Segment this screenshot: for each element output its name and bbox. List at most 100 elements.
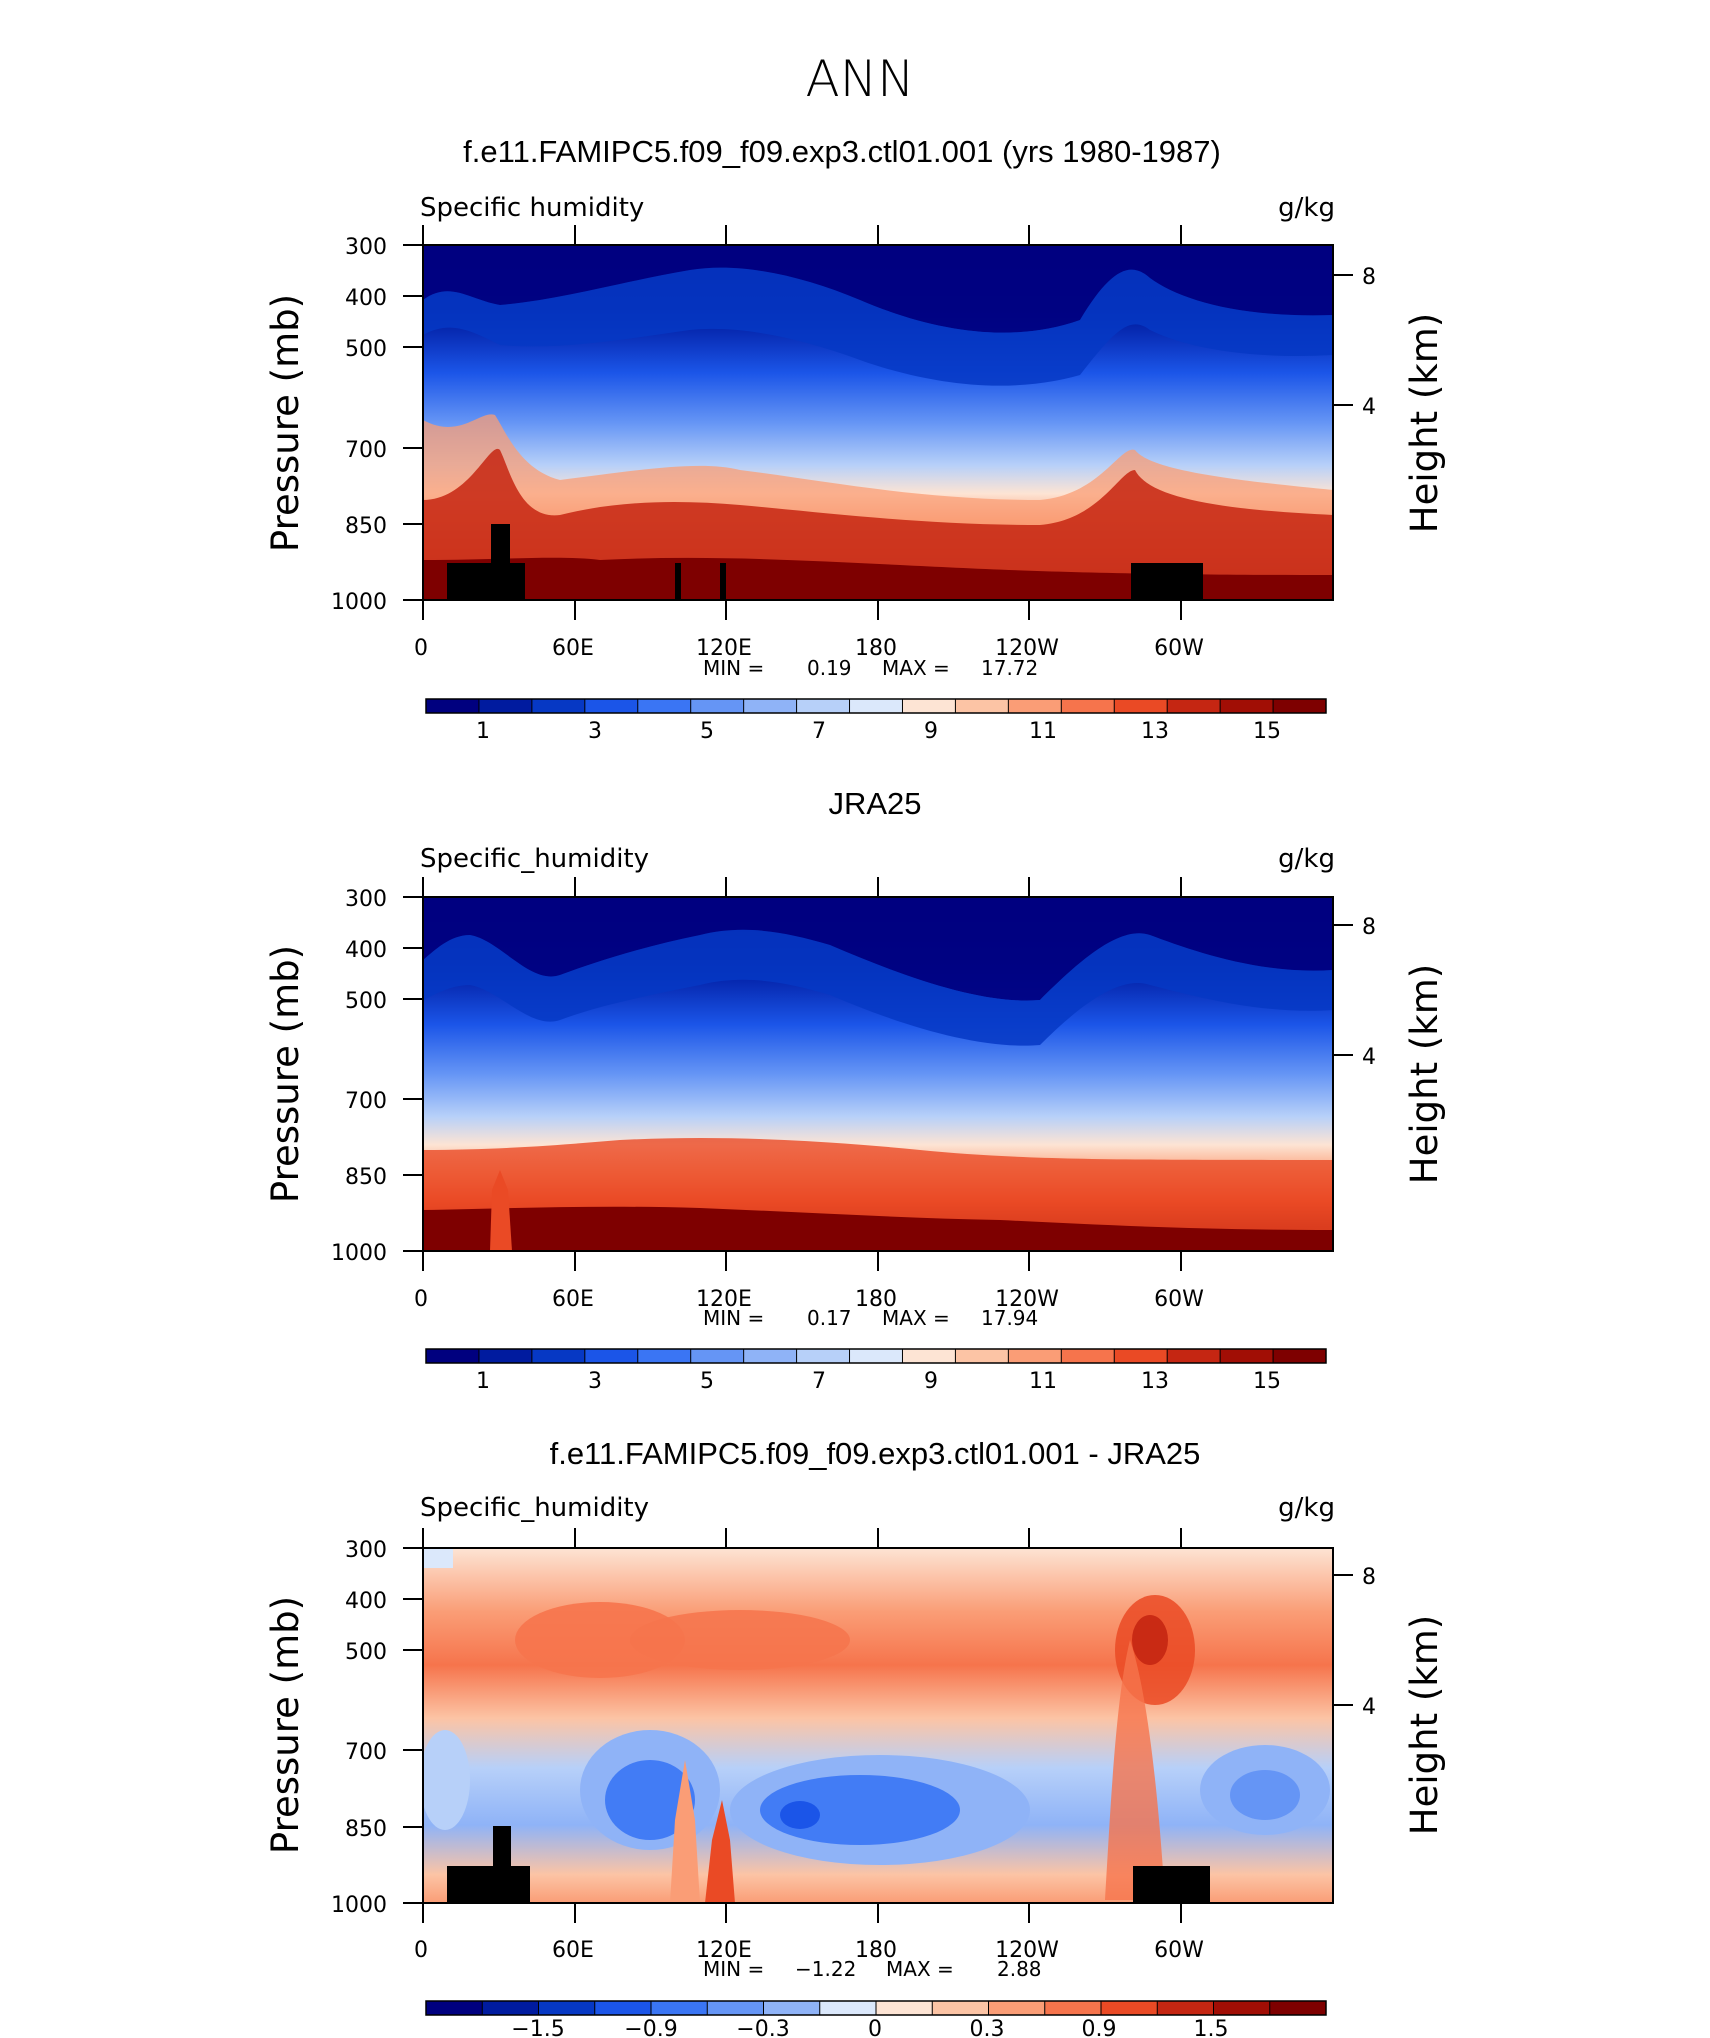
y-tick-label: 700	[345, 438, 387, 463]
y-tick-label: 300	[345, 235, 387, 260]
x-tick-label: 180	[855, 636, 897, 661]
min-value: 0.19	[807, 656, 852, 680]
max-value: 2.88	[997, 1957, 1042, 1981]
y-tick-label: 400	[345, 286, 387, 311]
colorbar-swatch	[988, 2001, 1046, 2015]
right-tick-label: 4	[1362, 1695, 1376, 1720]
colorbar-swatch	[426, 699, 480, 713]
colorbar-label: 5	[700, 1369, 714, 1394]
x-tick-label: 0	[414, 636, 428, 661]
panel-title: JRA25	[828, 786, 921, 821]
min-value: −1.22	[795, 1957, 856, 1981]
y-tick-label: 300	[345, 1538, 387, 1563]
colorbar-swatch	[796, 699, 851, 713]
x-tick-label: 60E	[552, 1287, 594, 1312]
colorbar-swatch	[538, 2001, 596, 2015]
colorbar-swatch	[1273, 1349, 1327, 1363]
colorbar-swatch	[584, 1349, 639, 1363]
colorbar	[425, 698, 1327, 714]
max-label: MAX =	[882, 656, 950, 680]
panel-observed: JRA25 Specific_humidity g/kg 300 400 500…	[264, 786, 1446, 1394]
colorbar-label: −0.9	[624, 2017, 677, 2038]
topography-mask	[447, 1826, 1210, 1903]
right-tick-label: 8	[1362, 1565, 1376, 1590]
colorbar-label: 11	[1029, 1369, 1057, 1394]
colorbar-label: 9	[924, 1369, 938, 1394]
x-tick-label: 0	[414, 1287, 428, 1312]
colorbar-label: 7	[812, 719, 826, 744]
y-tick-label: 1000	[331, 590, 387, 615]
x-tick-labels: 0 60E 120E 180 120W 60W	[414, 1938, 1204, 1963]
colorbar-swatch	[1008, 699, 1062, 713]
x-tick-label: 120W	[995, 1938, 1059, 1963]
min-max-readout: MIN = 0.19 MAX = 17.72	[703, 656, 1038, 680]
x-tick-label: 120E	[696, 1287, 752, 1312]
colorbar-swatch	[482, 2001, 539, 2015]
colorbar-swatch	[1213, 2001, 1271, 2015]
figure-title: ANN	[805, 50, 914, 108]
colorbar	[425, 2000, 1327, 2016]
colorbar-swatch	[932, 2001, 989, 2015]
y-tick-label: 400	[345, 1589, 387, 1614]
right-tick-label: 8	[1362, 265, 1376, 290]
colorbar-label: 9	[924, 719, 938, 744]
x-tick-label: 60W	[1154, 636, 1204, 661]
y-tick-label: 400	[345, 938, 387, 963]
colorbar-label: 0.3	[970, 2017, 1005, 2038]
y-tick-label: 500	[345, 989, 387, 1014]
min-max-readout: MIN = −1.22 MAX = 2.88	[703, 1957, 1042, 1981]
colorbar-label: 1.5	[1194, 2017, 1229, 2038]
colorbar-swatch	[584, 699, 639, 713]
colorbar-swatch	[426, 1349, 480, 1363]
topography-mask	[447, 524, 1203, 600]
colorbar-frame	[425, 2000, 1327, 2016]
contour-field	[423, 897, 1333, 1251]
colorbar-swatch	[1273, 699, 1327, 713]
colorbar-swatch	[1157, 2001, 1214, 2015]
min-value: 0.17	[807, 1306, 852, 1330]
colorbar-swatch	[637, 699, 692, 713]
right-tick-label: 4	[1362, 1045, 1376, 1070]
colorbar-swatch	[1061, 1349, 1115, 1363]
y-tick-label: 1000	[331, 1241, 387, 1266]
colorbar-swatch	[955, 699, 1009, 713]
colorbar-label: 15	[1253, 1369, 1281, 1394]
colorbar-swatch	[1044, 2001, 1102, 2015]
right-tick-labels: 8 4	[1362, 265, 1376, 420]
colorbar-label: 3	[588, 1369, 602, 1394]
colorbar-swatch	[743, 699, 798, 713]
min-label: MIN =	[703, 656, 764, 680]
colorbar-label: 13	[1141, 719, 1169, 744]
colorbar-swatch	[849, 699, 903, 713]
panel-difference: f.e11.FAMIPC5.f09_f09.exp3.ctl01.001 - J…	[264, 1436, 1446, 2038]
colorbar-swatch	[531, 699, 586, 713]
units-label: g/kg	[1278, 1493, 1335, 1523]
min-max-readout: MIN = 0.17 MAX = 17.94	[703, 1306, 1038, 1330]
x-tick-label: 60W	[1154, 1938, 1204, 1963]
units-label: g/kg	[1278, 193, 1335, 223]
colorbar-labels: 1 3 5 7 9 11 13 15	[476, 719, 1281, 744]
x-tick-labels: 0 60E 120E 180 120W 60W	[414, 1287, 1204, 1312]
y-tick-label: 500	[345, 1640, 387, 1665]
x-tick-label: 120E	[696, 636, 752, 661]
right-axis-title: Height (km)	[1403, 313, 1446, 533]
colorbar-label: 0	[868, 2017, 882, 2038]
colorbar-swatch	[1269, 2001, 1327, 2015]
colorbar-label: 15	[1253, 719, 1281, 744]
right-tick-labels: 8 4	[1362, 1565, 1376, 1720]
colorbar-labels: −1.5 −0.9 −0.3 0 0.3 0.9 1.5	[511, 2017, 1228, 2038]
x-tick-label: 60E	[552, 1938, 594, 1963]
x-tick-label: 120W	[995, 1287, 1059, 1312]
colorbar-swatch	[1220, 1349, 1274, 1363]
colorbar-swatch	[1167, 699, 1221, 713]
colorbar-swatch	[1114, 1349, 1168, 1363]
right-axis-title: Height (km)	[1403, 964, 1446, 1184]
colorbar-frame	[425, 1348, 1327, 1364]
max-label: MAX =	[882, 1306, 950, 1330]
colorbar	[425, 1348, 1327, 1364]
colorbar-swatch	[902, 699, 956, 713]
colorbar-label: 3	[588, 719, 602, 744]
colorbar-label: 7	[812, 1369, 826, 1394]
colorbar-swatch	[531, 1349, 586, 1363]
y-tick-label: 850	[345, 1817, 387, 1842]
